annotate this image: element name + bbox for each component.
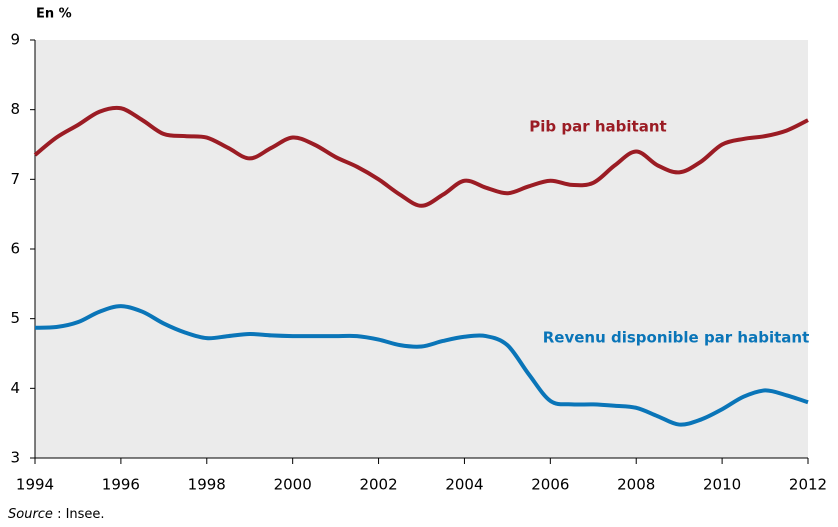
- x-tick-label: 2012: [789, 476, 827, 494]
- x-tick-label: 1998: [188, 476, 226, 494]
- x-tick-label: 2004: [445, 476, 483, 494]
- x-tick-label: 2010: [703, 476, 741, 494]
- series-label: Revenu disponible par habitant: [543, 329, 810, 347]
- x-tick-label: 1994: [16, 476, 54, 494]
- y-tick-label: 9: [10, 31, 20, 49]
- plot-area: [35, 40, 808, 458]
- y-tick-label: 5: [10, 309, 20, 327]
- line: [34, 304, 809, 427]
- y-tick-label: 4: [10, 379, 20, 397]
- y-tick-label: 8: [10, 100, 20, 118]
- x-tick-label: 2000: [274, 476, 312, 494]
- source-label: Source: [8, 507, 53, 522]
- x-tick-label: 1996: [102, 476, 140, 494]
- y-tick-label: 3: [10, 449, 20, 467]
- source: Source : Insee.: [8, 507, 105, 522]
- series-label: Pib par habitant: [529, 118, 666, 136]
- source-text: : Insee.: [53, 507, 105, 522]
- x-tick-label: 2008: [617, 476, 655, 494]
- y-axis-label: En %: [36, 7, 72, 22]
- y-tick-label: 6: [10, 240, 20, 258]
- x-tick-label: 2006: [531, 476, 569, 494]
- x-tick-label: 2002: [359, 476, 397, 494]
- y-tick-label: 7: [10, 170, 20, 188]
- line: [33, 105, 809, 208]
